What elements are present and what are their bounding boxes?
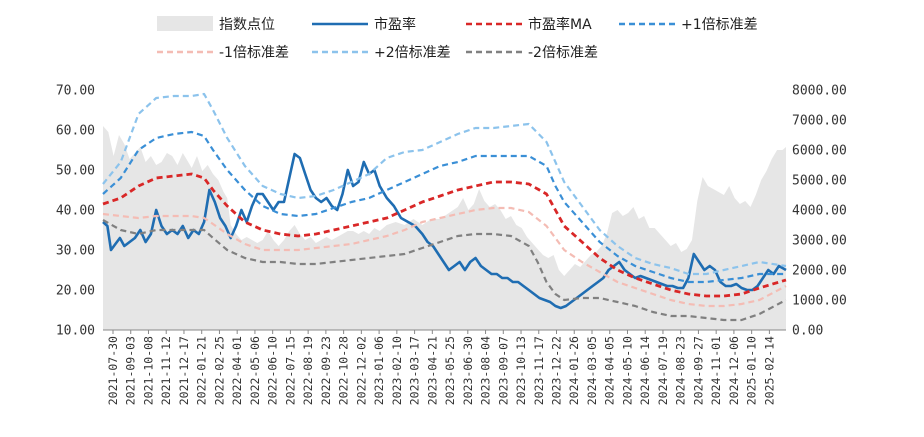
y-right-tick-label: 6000.00	[792, 144, 847, 159]
y-left-tick-label: 50.00	[56, 164, 95, 179]
index-level-area	[103, 126, 786, 330]
x-tick-label: 2024-01-26	[567, 336, 581, 405]
y-left-tick-label: 60.00	[56, 124, 95, 139]
y-left-tick-label: 10.00	[56, 324, 95, 339]
legend-item: 市盈率	[312, 16, 416, 33]
x-tick-label: 2023-10-13	[514, 336, 528, 405]
legend-item: +1倍标准差	[619, 17, 758, 33]
pe-ma-line	[102, 172, 787, 298]
x-tick-label: 2021-07-30	[106, 336, 120, 405]
x-tick-label: 2025-02-14	[762, 336, 776, 405]
y-right-tick-label: 8000.00	[792, 84, 847, 99]
x-tick-label: 2021-09-03	[124, 336, 138, 405]
chart-legend: 指数点位 市盈率 市盈率MA +1倍标准差 -1倍标准差 +2倍标准差 -2倍标准差	[157, 16, 758, 61]
x-tick-label: 2023-05-25	[443, 336, 457, 405]
x-tick-label: 2022-09-23	[319, 336, 333, 405]
y-left-tick-label: 20.00	[56, 284, 95, 299]
legend-item: +2倍标准差	[312, 45, 451, 61]
legend-label: 市盈率MA	[528, 16, 592, 33]
y-left-tick-label: 40.00	[56, 204, 95, 219]
x-tick-label: 2022-05-06	[248, 336, 262, 405]
y-right-tick-label: 3000.00	[792, 234, 847, 249]
legend-label: -1倍标准差	[219, 45, 289, 61]
x-tick-label: 2023-12-22	[550, 336, 564, 405]
minus1-std-line	[102, 206, 787, 308]
y-left-tick-label: 30.00	[56, 244, 95, 259]
y-right-tick-label: 2000.00	[792, 264, 847, 279]
x-tick-label: 2021-10-08	[141, 336, 155, 405]
x-tick-label: 2022-02-25	[212, 336, 226, 405]
x-tick-label: 2024-09-27	[691, 336, 705, 405]
legend-item: -1倍标准差	[157, 45, 289, 61]
x-tick-label: 2023-08-04	[479, 336, 493, 405]
legend-label: +2倍标准差	[374, 45, 451, 61]
legend-label: 市盈率	[374, 16, 416, 33]
x-tick-label: 2023-01-06	[372, 336, 386, 405]
x-tick-label: 2024-08-23	[674, 336, 688, 405]
plus2-std-line	[102, 92, 787, 276]
y-right-tick-label: 5000.00	[792, 174, 847, 189]
legend-item: 指数点位	[157, 16, 275, 33]
pe-line	[102, 152, 787, 310]
y-right-tick-label: 1000.00	[792, 294, 847, 309]
x-tick-label: 2023-09-07	[496, 336, 510, 405]
y-left-tick-label: 70.00	[56, 84, 95, 99]
legend-item: 市盈率MA	[466, 16, 592, 33]
y-right-tick-label: 0.00	[792, 324, 823, 339]
x-tick-label: 2024-11-01	[709, 336, 723, 405]
x-tick-label: 2023-11-17	[532, 336, 546, 405]
x-tick-label: 2024-07-19	[656, 336, 670, 405]
minus2-std-line	[102, 219, 787, 322]
x-tick-label: 2022-07-15	[283, 336, 297, 405]
y-axis-right: 0.00 1000.00 2000.00 3000.00 4000.00 5000.00 6…	[792, 84, 847, 339]
x-tick-label: 2022-10-28	[337, 336, 351, 405]
y-axis-left: 10.00 20.00 30.00 40.00 50.00 60.00 70.00	[56, 84, 95, 339]
y-right-tick-label: 4000.00	[792, 204, 847, 219]
legend-item: -2倍标准差	[466, 45, 598, 61]
x-tick-label: 2022-08-19	[301, 336, 315, 405]
x-tick-label: 2021-12-17	[177, 336, 191, 405]
legend-swatch	[157, 16, 213, 31]
x-tick-label: 2022-12-02	[354, 336, 368, 405]
x-tick-label: 2023-06-30	[461, 336, 475, 405]
x-tick-label: 2022-01-21	[195, 336, 209, 405]
x-tick-label: 2024-06-14	[638, 336, 652, 405]
x-tick-label: 2023-04-21	[425, 336, 439, 405]
x-tick-label: 2024-12-06	[727, 336, 741, 405]
x-tick-label: 2022-04-01	[230, 336, 244, 405]
x-tick-label: 2024-04-05	[603, 336, 617, 405]
x-tick-label: 2023-03-17	[408, 336, 422, 405]
x-tick-label: 2023-02-10	[390, 336, 404, 405]
legend-label: 指数点位	[219, 17, 275, 33]
x-tick-label: 2022-06-10	[266, 336, 280, 405]
x-tick-label: 2024-05-10	[620, 336, 634, 405]
plot-area	[102, 92, 787, 331]
x-axis: 2021-07-30 2021-09-03 2021-10-08 2021-11-12…	[106, 330, 776, 405]
x-tick-label: 2025-01-10	[745, 336, 759, 405]
legend-label: -2倍标准差	[528, 45, 598, 61]
y-right-tick-label: 7000.00	[792, 114, 847, 129]
legend-label: +1倍标准差	[681, 17, 758, 33]
x-tick-label: 2021-11-12	[159, 336, 173, 405]
x-tick-label: 2024-03-05	[585, 336, 599, 405]
